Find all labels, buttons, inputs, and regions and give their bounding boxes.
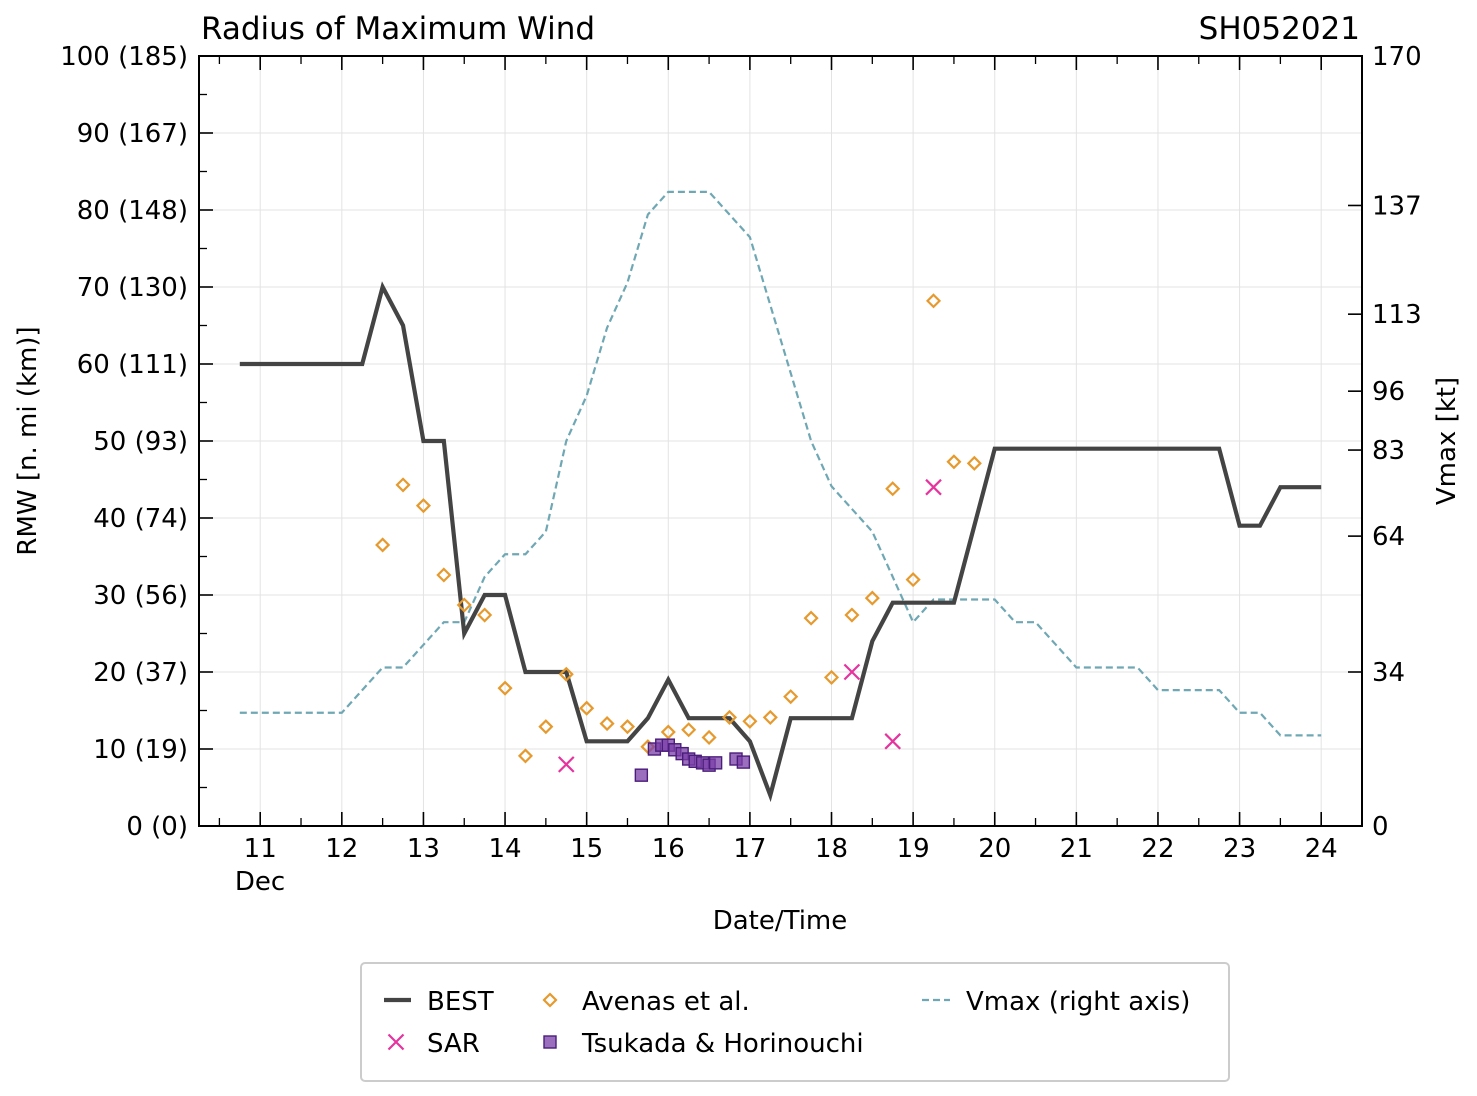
x-tick-label: 13 (407, 834, 440, 864)
tsukada-point (736, 755, 751, 769)
legend-avenas-swatch (542, 992, 558, 1008)
y-axis-left-label: RMW [n. mi (km)] (13, 326, 43, 555)
y-axis-right-label: Vmax [kt] (1432, 377, 1462, 505)
avenas-point (558, 666, 574, 682)
x-tick-label: 21 (1060, 834, 1093, 864)
legend-tsukada-swatch (543, 1035, 557, 1049)
avenas-point (681, 722, 697, 738)
x-tick-label: 12 (325, 834, 358, 864)
avenas-point (436, 567, 452, 583)
x-tick-label: 22 (1141, 834, 1174, 864)
legend-label: Tsukada & Horinouchi (581, 1029, 864, 1059)
x-tick-label: 14 (489, 834, 522, 864)
legend-tsukada: Tsukada & Horinouchi (543, 1029, 864, 1059)
y-left-tick-label: 0 (0) (126, 812, 188, 842)
y-right-tick-label: 64 (1372, 522, 1405, 552)
x-tick-label: 18 (815, 834, 848, 864)
avenas-point (395, 477, 411, 493)
avenas-point (966, 455, 982, 471)
series-layer (239, 190, 1322, 803)
avenas-point (517, 748, 534, 764)
storm-id: SH052021 (1199, 11, 1360, 47)
y-left-tick-label: 70 (130) (77, 273, 188, 303)
legend-vmax: Vmax (right axis) (922, 987, 1190, 1017)
avenas-point (925, 293, 942, 309)
grid-lines (199, 55, 1362, 827)
legend: BEST SAR Avenas et al. Tsukada & Horinouchi… (360, 962, 1230, 1082)
legend-label: BEST (427, 987, 494, 1017)
y-right-tick-label: 170 (1372, 42, 1422, 72)
y-right-tick-label: 83 (1372, 436, 1405, 466)
legend-label: SAR (427, 1029, 480, 1059)
x-axis-label: Date/Time (713, 906, 848, 936)
avenas-point (375, 537, 391, 553)
y-right-tick-label: 34 (1372, 658, 1405, 688)
avenas-point (844, 607, 860, 623)
avenas-point (762, 709, 778, 725)
avenas-point (823, 669, 840, 685)
y-right-tick-label: 137 (1372, 191, 1422, 221)
y-left-tick-label: 50 (93) (93, 427, 188, 457)
x-tick-label: 15 (570, 834, 603, 864)
y-left-tick-label: 20 (37) (93, 658, 188, 688)
sar-point (843, 663, 861, 681)
x-tick-label: 19 (897, 834, 930, 864)
y-left-tick-label: 10 (19) (93, 735, 188, 765)
avenas-point (456, 597, 472, 613)
avenas-point (415, 498, 431, 514)
y-right-tick-label: 113 (1372, 300, 1422, 330)
avenas-point (864, 590, 880, 606)
x-tick-label: 17 (733, 834, 766, 864)
best-track-line (239, 281, 1322, 803)
y-left-tick-label: 60 (111) (77, 350, 188, 380)
legend-avenas: Avenas et al. (542, 987, 750, 1017)
chart-title: Radius of Maximum Wind (201, 11, 595, 47)
avenas-point (599, 716, 615, 732)
avenas-point (742, 713, 758, 729)
sar-point (557, 756, 575, 773)
y-left-tick-label: 80 (148) (77, 196, 188, 226)
avenas-point (783, 689, 799, 705)
tsukada-point (634, 768, 649, 782)
y-left-tick-label: 40 (74) (93, 504, 188, 534)
x-tick-label: 20 (978, 834, 1011, 864)
tsukada-point (708, 756, 723, 770)
y-left-tick-label: 100 (185) (60, 42, 188, 72)
legend-frame (360, 962, 1230, 1082)
avenas-point (803, 610, 819, 626)
avenas-point (619, 719, 636, 735)
avenas-point (905, 572, 921, 588)
avenas-point (701, 729, 717, 746)
legend-label: Avenas et al. (582, 987, 750, 1017)
legend-sar-swatch (387, 1033, 405, 1051)
vmax-line (239, 190, 1322, 737)
avenas-point (538, 719, 554, 735)
avenas-point (660, 724, 676, 740)
sar-point (884, 733, 901, 750)
axis-layer: 11 12 13 14 15 16 17 18 19 20 21 22 23 24 0 (0) 10 (19)… (60, 42, 1421, 864)
x-tick-label: 24 (1305, 834, 1338, 864)
y-left-tick-label: 30 (56) (93, 581, 188, 611)
avenas-point (885, 481, 901, 497)
legend-sar: SAR (387, 1029, 480, 1059)
avenas-point (497, 680, 513, 696)
sar-point (925, 478, 942, 496)
x-tick-label: 16 (652, 834, 685, 864)
legend-label: Vmax (right axis) (966, 987, 1190, 1017)
avenas-point (579, 700, 595, 716)
avenas-point (721, 709, 738, 725)
x-axis-sub-label: Dec (235, 867, 285, 897)
avenas-point (477, 607, 493, 623)
x-tick-label: 11 (244, 834, 277, 864)
legend-best: BEST (384, 987, 494, 1017)
avenas-point (946, 454, 962, 470)
x-tick-label: 23 (1223, 834, 1256, 864)
y-right-tick-label: 96 (1372, 377, 1405, 407)
y-right-tick-label: 0 (1372, 812, 1389, 842)
y-left-tick-label: 90 (167) (77, 119, 188, 149)
